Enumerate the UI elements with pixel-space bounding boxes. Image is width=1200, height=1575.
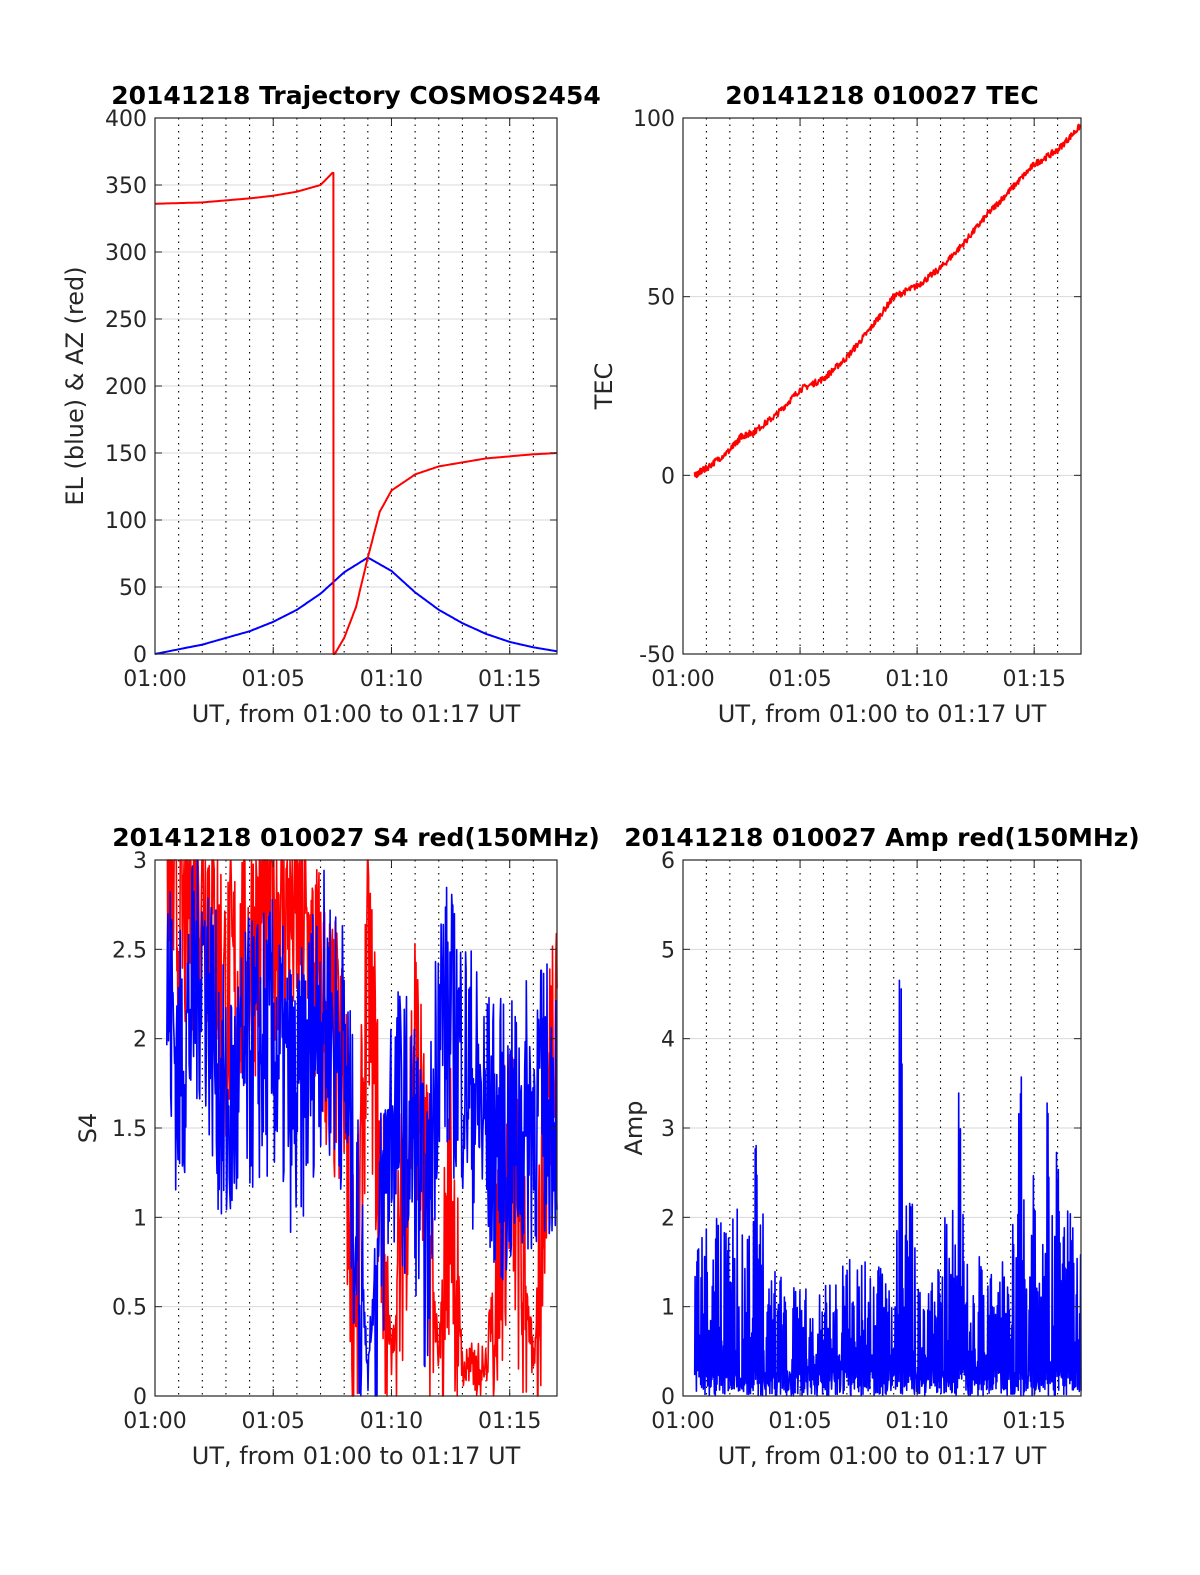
s4-red-series-line <box>166 859 558 1397</box>
amp-x-tick-label: 01:15 <box>1002 1409 1065 1434</box>
tec-x-tick-label: 01:05 <box>768 667 831 692</box>
tec-x-tick-label: 01:15 <box>1002 667 1065 692</box>
trajectory-y-tick-label: 0 <box>133 643 147 668</box>
tec-panel: -50 0 50 100 01:00 01:05 01:10 01:15 20141218 0… <box>590 81 1082 728</box>
amp-y-tick-label: 2 <box>661 1206 675 1231</box>
tec-red-series-line <box>693 123 1082 479</box>
trajectory-y-tick-label: 250 <box>105 308 147 333</box>
amp-x-tick-label: 01:05 <box>768 1409 831 1434</box>
s4-y-tick-label: 0 <box>133 1385 147 1410</box>
tec-x-axis-label: UT, from 01:00 to 01:17 UT <box>718 700 1047 728</box>
trajectory-red-series-line <box>154 171 558 655</box>
amp-y-axis-label: Amp <box>620 1100 648 1155</box>
amp-y-tick-label: 0 <box>661 1385 675 1410</box>
tec-y-tick-label: -50 <box>639 643 675 668</box>
s4-blue-series-line <box>166 859 558 1397</box>
s4-y-tick-label: 0.5 <box>112 1296 147 1321</box>
s4-y-tick-label: 2.5 <box>112 938 147 963</box>
amp-panel: 0 1 2 3 4 5 6 01:00 01:05 01:10 01:15 20141218 010… <box>620 823 1140 1470</box>
trajectory-y-tick-label: 100 <box>105 509 147 534</box>
tec-y-tick-label: 0 <box>661 464 675 489</box>
amp-x-tick-label: 01:00 <box>651 1409 714 1434</box>
amp-y-tick-label: 6 <box>661 849 675 874</box>
trajectory-x-tick-label: 01:15 <box>478 667 541 692</box>
s4-x-tick-label: 01:05 <box>242 1409 305 1434</box>
s4-panel: 0 0.5 1 1.5 2 2.5 3 01:00 01:05 01:10 01:15 201412… <box>74 823 600 1470</box>
tec-x-tick-label: 01:10 <box>885 667 948 692</box>
trajectory-y-tick-label: 300 <box>105 241 147 266</box>
s4-title: 20141218 010027 S4 red(150MHz) <box>112 823 600 852</box>
tec-y-tick-label: 100 <box>633 107 675 132</box>
amp-y-tick-label: 1 <box>661 1296 675 1321</box>
trajectory-y-tick-label: 200 <box>105 375 147 400</box>
trajectory-x-tick-label: 01:00 <box>123 667 186 692</box>
s4-x-tick-label: 01:00 <box>123 1409 186 1434</box>
s4-y-axis-label: S4 <box>74 1113 102 1144</box>
amp-y-tick-label: 5 <box>661 938 675 963</box>
trajectory-blue-series-line <box>154 556 558 655</box>
s4-y-tick-label: 1 <box>133 1206 147 1231</box>
trajectory-y-tick-label: 150 <box>105 442 147 467</box>
trajectory-title: 20141218 Trajectory COSMOS2454 <box>111 81 601 110</box>
s4-x-tick-label: 01:10 <box>360 1409 423 1434</box>
amp-x-tick-label: 01:10 <box>885 1409 948 1434</box>
amp-x-axis-label: UT, from 01:00 to 01:17 UT <box>718 1442 1047 1470</box>
trajectory-y-axis-label: EL (blue) & AZ (red) <box>61 266 89 505</box>
tec-y-axis-label: TEC <box>590 363 618 411</box>
trajectory-x-axis-label: UT, from 01:00 to 01:17 UT <box>192 700 521 728</box>
tec-y-tick-label: 50 <box>647 286 675 311</box>
s4-y-tick-label: 1.5 <box>112 1117 147 1142</box>
s4-y-tick-label: 2 <box>133 1028 147 1053</box>
tec-title: 20141218 010027 TEC <box>725 81 1038 110</box>
trajectory-y-tick-label: 350 <box>105 174 147 199</box>
amp-y-tick-label: 4 <box>661 1028 675 1053</box>
s4-x-tick-label: 01:15 <box>478 1409 541 1434</box>
trajectory-x-tick-label: 01:10 <box>360 667 423 692</box>
s4-y-tick-label: 3 <box>133 849 147 874</box>
trajectory-y-tick-label: 50 <box>119 576 147 601</box>
trajectory-x-tick-label: 01:05 <box>242 667 305 692</box>
trajectory-y-tick-label: 400 <box>105 107 147 132</box>
tec-x-tick-label: 01:00 <box>651 667 714 692</box>
amp-title: 20141218 010027 Amp red(150MHz) <box>624 823 1140 852</box>
amp-y-tick-label: 3 <box>661 1117 675 1142</box>
s4-x-axis-label: UT, from 01:00 to 01:17 UT <box>192 1442 521 1470</box>
amp-blue-series-line <box>693 979 1082 1397</box>
trajectory-panel: 0 50 100 150 200 250 300 350 400 01:00 01:05 01:10 0… <box>61 81 601 728</box>
